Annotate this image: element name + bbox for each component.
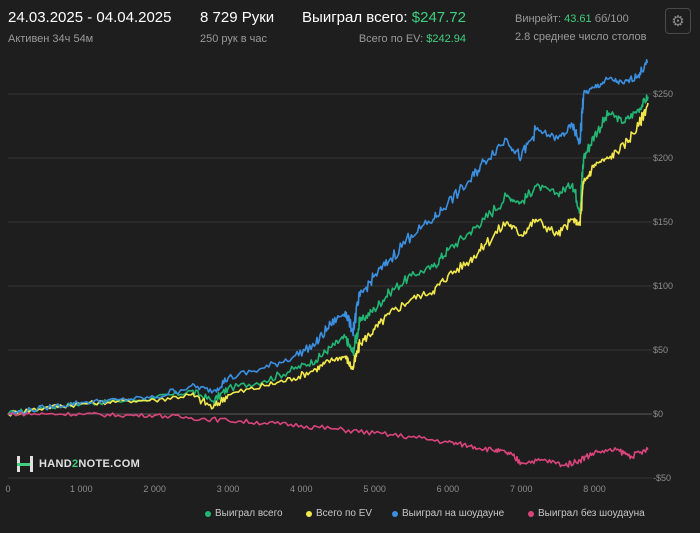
y-axis-ticks: -$50 $0 $50 $100 $150 $200 $250 bbox=[653, 89, 673, 483]
winrate-value: 43.61 bbox=[564, 13, 592, 25]
legend-dot bbox=[306, 510, 312, 517]
x-tick-label: 3 000 bbox=[217, 484, 240, 494]
legend-dot bbox=[205, 510, 211, 517]
legend-item-showdown[interactable]: Выиграл на шоудауне bbox=[392, 508, 504, 519]
x-tick-label: 4 000 bbox=[290, 484, 313, 494]
chart-grid bbox=[8, 93, 652, 479]
avg-tables: 2.8 среднее число столов bbox=[515, 31, 647, 43]
winrate: Винрейт: 43.61 бб/100 bbox=[515, 13, 629, 25]
won-total-value: $247.72 bbox=[411, 9, 466, 26]
chart-series bbox=[7, 59, 649, 468]
x-tick-label: 8 000 bbox=[583, 484, 606, 494]
chart-legend: Выиграл всего Всего по EV Выиграл на шоу… bbox=[0, 508, 700, 524]
series-line bbox=[7, 102, 649, 417]
x-tick-label: 0 bbox=[5, 484, 10, 494]
gear-icon: ⚙ bbox=[671, 13, 685, 30]
x-axis-ticks: 0 1 000 2 000 3 000 4 000 5 000 6 000 7 000 8 00… bbox=[5, 484, 605, 494]
legend-dot bbox=[392, 510, 398, 517]
won-total: Выиграл всего: $247.72 bbox=[302, 9, 466, 26]
x-tick-label: 7 000 bbox=[510, 484, 533, 494]
settings-button[interactable]: ⚙ bbox=[665, 8, 691, 34]
y-tick-label: -$50 bbox=[653, 473, 671, 483]
stats-header: 24.03.2025 - 04.04.2025 Активен 34ч 54м … bbox=[0, 0, 700, 56]
x-tick-label: 1 000 bbox=[70, 484, 93, 494]
legend-item-non-showdown[interactable]: Выиграл без шоудауна bbox=[528, 508, 645, 519]
y-tick-label: $0 bbox=[653, 409, 663, 419]
winrate-label: Винрейт: bbox=[515, 13, 562, 25]
date-range: 24.03.2025 - 04.04.2025 bbox=[8, 9, 172, 26]
hand2note-logo: HAND2NOTE.COM bbox=[16, 455, 140, 473]
hand2note-logo-text: HAND2NOTE.COM bbox=[39, 458, 141, 470]
legend-item-ev[interactable]: Всего по EV bbox=[306, 508, 372, 519]
series-line bbox=[7, 94, 649, 416]
y-tick-label: $200 bbox=[653, 153, 673, 163]
legend-dot bbox=[528, 510, 534, 517]
y-tick-label: $250 bbox=[653, 89, 673, 99]
series-line bbox=[7, 59, 649, 416]
ev-total: Всего по EV: $242.94 bbox=[359, 33, 466, 45]
series-line bbox=[7, 411, 649, 468]
winrate-unit: бб/100 bbox=[594, 13, 629, 25]
won-total-label: Выиграл всего: bbox=[302, 9, 408, 26]
hands-per-hour: 250 рук в час bbox=[200, 33, 268, 45]
y-tick-label: $150 bbox=[653, 217, 673, 227]
hand2note-logo-mark bbox=[16, 455, 34, 473]
hands-count: 8 729 Руки bbox=[200, 9, 275, 26]
y-tick-label: $50 bbox=[653, 345, 668, 355]
x-tick-label: 2 000 bbox=[143, 484, 166, 494]
x-tick-label: 6 000 bbox=[437, 484, 460, 494]
ev-total-value: $242.94 bbox=[426, 33, 466, 45]
x-tick-label: 5 000 bbox=[363, 484, 386, 494]
legend-item-won-total[interactable]: Выиграл всего bbox=[205, 508, 283, 519]
active-time: Активен 34ч 54м bbox=[8, 33, 94, 45]
ev-total-label: Всего по EV: bbox=[358, 33, 424, 45]
y-tick-label: $100 bbox=[653, 281, 673, 291]
